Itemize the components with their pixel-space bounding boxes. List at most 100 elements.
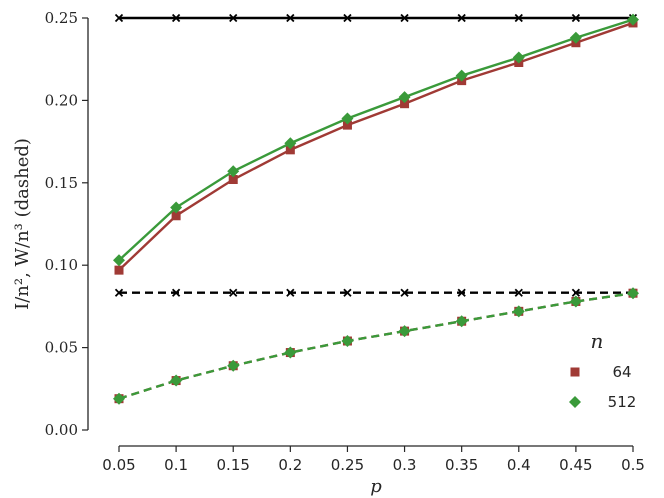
diamond-marker — [455, 315, 468, 328]
series-line — [118, 21, 634, 272]
diamond-marker — [170, 374, 183, 387]
square-marker — [400, 99, 410, 109]
x-marker — [400, 288, 409, 297]
diamond-marker — [284, 346, 297, 359]
x-marker-stroke — [571, 13, 581, 23]
x-marker — [514, 13, 523, 23]
y-tick-label: 0.05 — [45, 339, 78, 357]
diamond-marker — [512, 51, 525, 64]
x-marker-stroke — [514, 13, 523, 23]
x-marker-stroke — [286, 13, 295, 23]
x-marker — [571, 288, 581, 297]
x-marker — [457, 13, 466, 23]
legend: n 64 512 — [569, 329, 636, 411]
series-line — [118, 292, 634, 400]
square-marker — [171, 211, 181, 221]
series-2 — [114, 18, 638, 275]
x-tick-label: 0.3 — [393, 456, 417, 474]
diamond-marker — [113, 254, 125, 267]
x-marker-stroke — [114, 13, 124, 23]
x-tick-label: 0.25 — [331, 456, 364, 474]
x-ticks: 0.05 0.1 0.15 0.2 0.25 0.3 0.35 0.4 0.45 0.5 — [102, 446, 645, 474]
legend-entry: 64 — [570, 363, 632, 381]
diamond-marker — [341, 112, 354, 125]
square-marker — [285, 145, 295, 155]
y-tick-label: 0.20 — [45, 91, 78, 109]
x-marker — [286, 288, 295, 297]
x-tick-label: 0.45 — [559, 456, 592, 474]
x-marker-stroke — [229, 13, 238, 23]
x-tick-label: 0.2 — [278, 456, 302, 474]
diamond-marker — [113, 392, 125, 405]
x-marker-stroke — [286, 288, 295, 297]
diamond-marker — [341, 335, 354, 348]
diamond-marker — [398, 91, 411, 104]
square-marker — [570, 367, 580, 377]
x-tick-label: 0.5 — [621, 456, 645, 474]
series-layer — [113, 13, 639, 405]
square-marker — [228, 175, 238, 185]
diamond-marker — [569, 396, 581, 408]
diamond-marker — [170, 201, 183, 214]
diamond-marker — [284, 137, 297, 150]
y-tick-label: 0.00 — [45, 421, 78, 439]
x-marker-stroke — [171, 13, 181, 23]
x-marker-stroke — [343, 13, 352, 23]
y-tick-label: 0.25 — [45, 9, 78, 27]
x-tick-label: 0.4 — [507, 456, 531, 474]
x-marker-stroke — [457, 13, 466, 23]
x-tick-label: 0.15 — [217, 456, 250, 474]
legend-entry: 512 — [569, 393, 636, 411]
diamond-marker — [512, 305, 525, 318]
x-marker — [400, 13, 409, 23]
square-marker — [114, 265, 124, 275]
x-marker-stroke — [229, 288, 238, 297]
series-1 — [114, 288, 638, 297]
y-ticks: 0.00 0.05 0.10 0.15 0.20 0.25 — [45, 9, 88, 439]
square-marker — [342, 120, 352, 130]
x-tick-label: 0.05 — [102, 456, 135, 474]
series-5 — [113, 287, 639, 405]
legend-entries: 64 512 — [569, 363, 636, 411]
x-tick-label: 0.35 — [445, 456, 478, 474]
diamond-marker — [627, 287, 639, 300]
legend-title: n — [591, 329, 604, 353]
x-marker-stroke — [171, 288, 181, 297]
x-marker — [114, 288, 124, 297]
x-marker — [571, 13, 581, 23]
y-axis-label: I/n², W/n³ (dashed) — [12, 138, 33, 310]
series-line — [118, 292, 634, 400]
x-marker — [171, 13, 181, 23]
x-marker — [343, 13, 352, 23]
legend-entry-label: 512 — [608, 393, 637, 411]
x-marker — [514, 288, 523, 297]
x-marker-stroke — [571, 288, 581, 297]
x-marker-stroke — [400, 13, 409, 23]
diamond-marker — [569, 295, 582, 308]
x-marker — [229, 288, 238, 297]
diamond-marker — [227, 359, 240, 372]
diamond-marker — [569, 31, 582, 44]
y-tick-label: 0.15 — [45, 174, 78, 192]
x-marker-stroke — [114, 288, 124, 297]
series-3 — [113, 13, 639, 267]
x-axis-label: p — [370, 476, 382, 497]
x-marker — [457, 288, 466, 297]
x-marker — [171, 288, 181, 297]
x-marker — [114, 13, 124, 23]
x-marker — [229, 13, 238, 23]
series-line — [118, 18, 634, 262]
x-marker-stroke — [457, 288, 466, 297]
series-0 — [114, 13, 638, 23]
x-marker — [286, 13, 295, 23]
legend-entry-label: 64 — [612, 363, 631, 381]
series-4 — [114, 288, 638, 404]
x-marker-stroke — [343, 288, 352, 297]
diamond-marker — [455, 69, 468, 82]
diamond-marker — [627, 13, 639, 26]
x-marker — [343, 288, 352, 297]
x-marker-stroke — [514, 288, 523, 297]
x-tick-label: 0.1 — [164, 456, 188, 474]
axes: 0.000.050.100.150.200.25 0.05 0.1 0.15 0.2 0… — [45, 9, 645, 474]
